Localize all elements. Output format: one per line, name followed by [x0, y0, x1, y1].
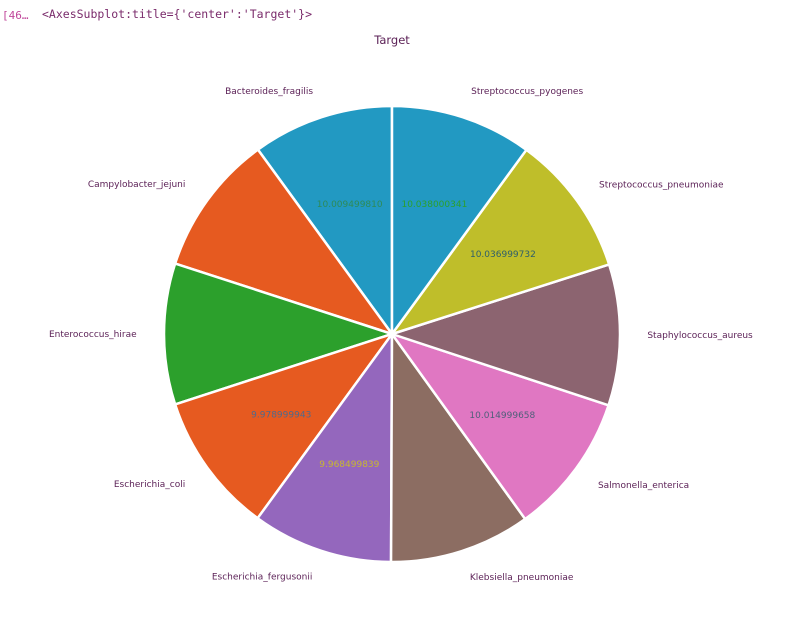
slice-value-label: 10.038000341 — [401, 200, 467, 210]
slice-label: Campylobacter_jejuni — [88, 180, 186, 190]
chart-title: Target — [373, 33, 410, 47]
slice-label: Escherichia_fergusonii — [212, 573, 313, 583]
slice-value-label: 9.968499839 — [319, 460, 379, 470]
pie-slices — [162, 104, 622, 564]
pie-slice — [256, 104, 394, 338]
pie-slice — [388, 148, 611, 337]
cell-prompt: [46… — [2, 9, 29, 22]
slice-label: Salmonella_enterica — [598, 481, 689, 491]
slice-label: Streptococcus_pyogenes — [471, 87, 583, 97]
slice-label: Enterococcus_hirae — [49, 330, 137, 340]
slice-label: Streptococcus_pneumoniae — [599, 181, 724, 191]
slice-label: Staphylococcus_aureus — [647, 331, 753, 341]
pie-slice — [387, 262, 622, 407]
pie-slice — [162, 261, 397, 406]
pie-slice — [389, 330, 527, 564]
pie-slice — [255, 330, 394, 564]
slice-label: Bacteroides_fragilis — [225, 87, 313, 97]
slice-value-label: 10.009499810 — [317, 200, 383, 210]
pie-slice — [388, 331, 611, 521]
slice-value-label: 10.014999658 — [469, 411, 535, 421]
pie-labels: Bacteroides_fragilis 10.009499810 Campylob… — [49, 87, 753, 583]
pie-slice — [173, 147, 396, 337]
pie-slice — [173, 331, 396, 520]
pie-slice — [390, 104, 529, 338]
slice-value-label: 10.036999732 — [470, 250, 536, 260]
slice-label: Klebsiella_pneumoniae — [470, 573, 574, 583]
slice-label: Escherichia_coli — [114, 480, 185, 490]
slice-value-label: 9.978999943 — [251, 410, 311, 420]
cell-output-repr: <AxesSubplot:title={'center':'Target'}> — [42, 7, 313, 21]
